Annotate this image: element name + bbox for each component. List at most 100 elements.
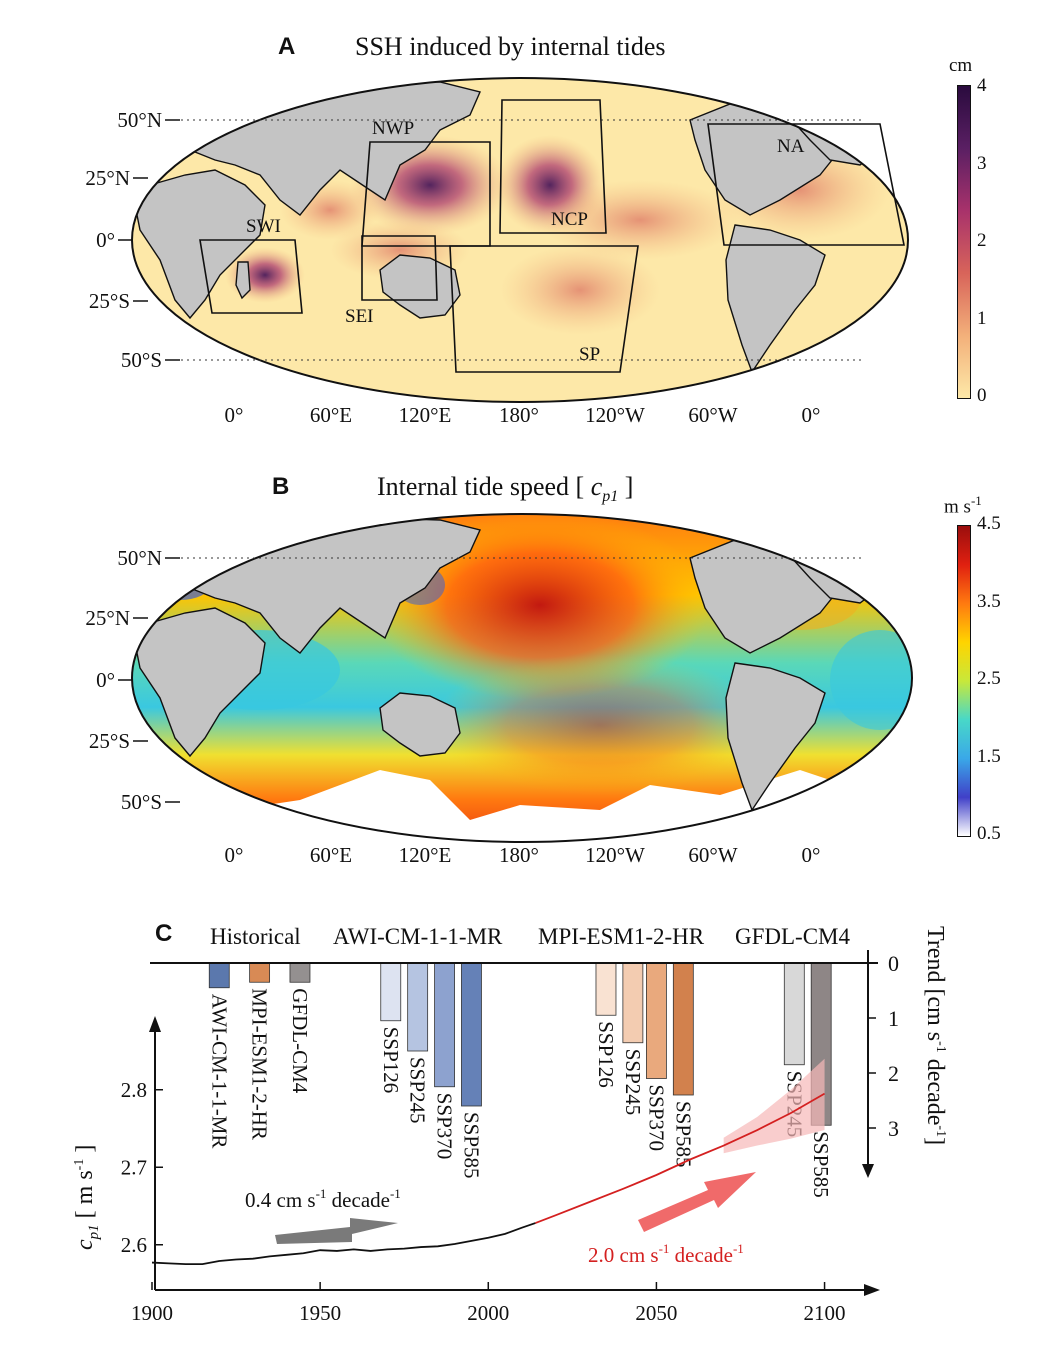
trend-bar-label: SSP126 [594, 1021, 618, 1088]
panel-a-lon-label: 60°E [310, 403, 352, 427]
trend-bar-label: MPI-ESM1-2-HR [248, 988, 272, 1140]
group-label-gfdl: GFDL-CM4 [735, 924, 851, 949]
panel-a-lat-label: 25°S [89, 289, 130, 313]
panel-c-letter: C [155, 920, 173, 947]
trend-bar [380, 962, 402, 1022]
trend-bar [434, 962, 455, 1088]
colorbar-b-unit-text: m s [944, 496, 971, 518]
colorbar-a-tick: 0 [977, 385, 987, 406]
colorbar-b-tick: 3.5 [977, 591, 1001, 612]
trend-bar-label: SSP126 [379, 1027, 403, 1094]
panel-b-lon-label: 120°E [399, 843, 452, 867]
panel-b-title-prefix: Internal tide speed [ [377, 472, 591, 501]
group-label-historical: Historical [210, 924, 301, 949]
colorbar-b-tick: 2.5 [977, 668, 1001, 689]
trend-bar [783, 962, 805, 1066]
panel-a-lon-label: 60°W [688, 403, 737, 427]
panel-a-letter: A [278, 33, 296, 60]
trend-bar [646, 962, 667, 1079]
colorbar-a-tick: 3 [977, 153, 987, 174]
historical-trend-arrow [275, 1218, 398, 1244]
series-line-projection [535, 1092, 826, 1224]
trend-bar-label: SSP370 [644, 1085, 668, 1152]
colorbar-a-tick: 4 [977, 75, 987, 96]
trend-tick-label: 0 [888, 951, 899, 976]
panel-a-lat-label: 0° [96, 228, 115, 252]
trend-bar-label: SSP245 [621, 1049, 645, 1116]
group-label-awi: AWI-CM-1-1-MR [333, 924, 503, 949]
y-tick-label: 2.6 [121, 1233, 147, 1257]
colorbar-b-unit-exp: -1 [970, 493, 982, 508]
panel-a-lon-label: 120°W [585, 403, 645, 427]
x-tick-label: 2000 [467, 1301, 509, 1325]
trend-bar [208, 962, 230, 989]
colorbar-b-unit: m s-1 [944, 493, 982, 518]
panel-b-lon-label: 0° [225, 843, 244, 867]
region-label-swi: SWI [246, 216, 281, 237]
trend-bar [595, 962, 617, 1016]
panel-b-lat-label: 25°S [89, 729, 130, 753]
x-axis-arrowhead [864, 1284, 880, 1296]
trend-bar-label: SSP585 [809, 1131, 833, 1198]
projection-uncertainty-band [723, 1058, 825, 1154]
historical-trend-annotation: 0.4 cm s-1 decade-1 [245, 1186, 401, 1212]
panel-b-title-suffix: ] [618, 472, 634, 501]
colorbar-a [957, 85, 971, 399]
panel-a-lat-label: 50°S [121, 348, 162, 372]
colorbar-b-tick: 1.5 [977, 746, 1001, 767]
colorbar-b-tick: 0.5 [977, 823, 1001, 844]
y-axis-label: cp1 [ m s-1 ] [72, 1145, 102, 1250]
trend-bar-label: SSP245 [406, 1057, 430, 1124]
panel-b-title: Internal tide speed [ cp1 ] [377, 472, 633, 506]
panel-b-lon-label: 120°W [585, 843, 645, 867]
series-line-historical [151, 1222, 536, 1266]
panel-b-lon-label: 60°E [310, 843, 352, 867]
trend-tick-label: 1 [888, 1006, 899, 1031]
panel-b-lat-label: 0° [96, 668, 115, 692]
y-tick-label: 2.7 [121, 1155, 147, 1179]
colorbar-a-tick: 1 [977, 308, 987, 329]
x-tick-label: 1900 [131, 1301, 173, 1325]
trend-bar [289, 962, 311, 983]
trend-bar [407, 962, 429, 1052]
region-label-ncp: NCP [551, 209, 588, 230]
panel-b-lat-label: 50°N [117, 546, 162, 570]
region-label-nwp: NWP [372, 118, 414, 139]
panel-b-lon-label: 180° [499, 843, 539, 867]
x-tick-label: 2100 [804, 1301, 846, 1325]
trend-bar [672, 962, 694, 1096]
x-tick-label: 1950 [299, 1301, 341, 1325]
region-label-sp: SP [579, 344, 600, 365]
panel-b-title-subscript: p1 [602, 488, 619, 506]
trend-bar-label: SSP585 [459, 1112, 483, 1179]
panel-a-lon-label: 180° [499, 403, 539, 427]
trend-bar [249, 962, 271, 983]
panel-a-title: SSH induced by internal tides [355, 32, 666, 61]
trend-bar [461, 962, 482, 1107]
trend-tick-label: 2 [888, 1061, 899, 1086]
y-tick-label: 2.8 [121, 1078, 147, 1102]
panel-b-title-symbol: c [590, 472, 603, 501]
group-label-mpi: MPI-ESM1-2-HR [538, 924, 705, 949]
panel-b-lat-label: 25°N [85, 606, 130, 630]
trend-bar-label: GFDL-CM4 [288, 988, 312, 1094]
region-label-sei: SEI [345, 306, 374, 327]
panel-b-letter: B [272, 473, 290, 500]
x-tick-label: 2050 [635, 1301, 677, 1325]
y-axis-arrowhead [149, 1016, 161, 1032]
panel-b-lon-label: 0° [802, 843, 821, 867]
panel-b-map: 50°N 25°N 0° 25°S 50°S 0° 60°E 120°E 180… [85, 513, 913, 867]
projection-trend-arrow [638, 1172, 756, 1232]
colorbar-a-unit: cm [949, 55, 973, 76]
panel-a-lon-label: 0° [225, 403, 244, 427]
region-label-na: NA [777, 136, 805, 157]
panel-b-lat-label: 50°S [121, 790, 162, 814]
trend-bar-label: AWI-CM-1-1-MR [207, 994, 231, 1149]
trend-tick-label: 3 [888, 1116, 899, 1141]
trend-bar-label: SSP585 [671, 1101, 695, 1168]
panel-a-lat-label: 50°N [117, 108, 162, 132]
colorbar-b-tick: 4.5 [977, 513, 1001, 534]
trend-bar-label: SSP370 [433, 1093, 457, 1160]
panel-c-chart: Historical AWI-CM-1-1-MR MPI-ESM1-2-HR G… [72, 924, 948, 1325]
trend-axis-arrowhead [862, 1164, 874, 1178]
